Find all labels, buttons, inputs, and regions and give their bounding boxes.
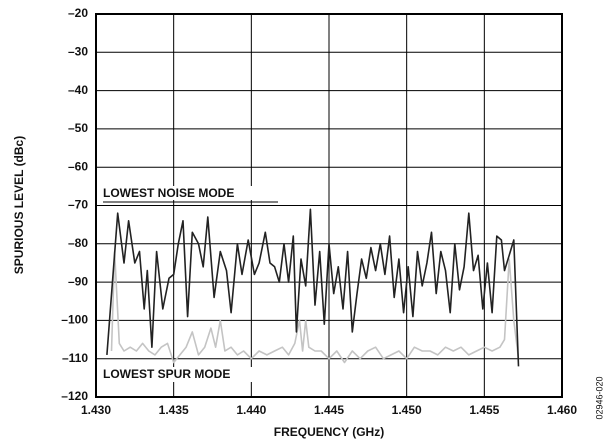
- x-tick-label: 1.450: [392, 403, 422, 417]
- x-axis-title: FREQUENCY (GHz): [274, 425, 384, 439]
- series-line: [110, 250, 520, 364]
- x-tick-label: 1.445: [314, 403, 344, 417]
- y-tick-label: –70: [68, 198, 88, 212]
- x-tick-label: 1.455: [469, 403, 499, 417]
- y-tick-label: –110: [62, 351, 88, 365]
- x-tick-label: 1.440: [236, 403, 266, 417]
- series-label: LOWEST NOISE MODE: [103, 186, 234, 200]
- y-tick-label: –40: [68, 83, 88, 97]
- y-tick-label: –50: [68, 121, 88, 135]
- y-axis-title: SPURIOUS LEVEL (dBc): [12, 136, 26, 274]
- label-bg: [101, 186, 273, 200]
- series-label: LOWEST SPUR MODE: [103, 367, 230, 381]
- y-tick-label: –100: [61, 313, 88, 327]
- label-bg: [101, 367, 261, 382]
- plot-frame: [95, 13, 563, 398]
- y-tick-label: –20: [68, 6, 88, 20]
- x-tick-label: 1.430: [81, 403, 111, 417]
- y-tick-label: –80: [68, 236, 88, 250]
- figure-id: 02946-020: [594, 376, 604, 419]
- x-tick-label: 1.435: [159, 403, 189, 417]
- y-tick-label: –90: [68, 274, 88, 288]
- x-tick-label: 1.460: [547, 403, 577, 417]
- series-line: [106, 208, 520, 367]
- y-tick-label: –60: [68, 159, 88, 173]
- y-tick-label: –120: [61, 389, 88, 403]
- y-tick-label: –30: [68, 44, 88, 58]
